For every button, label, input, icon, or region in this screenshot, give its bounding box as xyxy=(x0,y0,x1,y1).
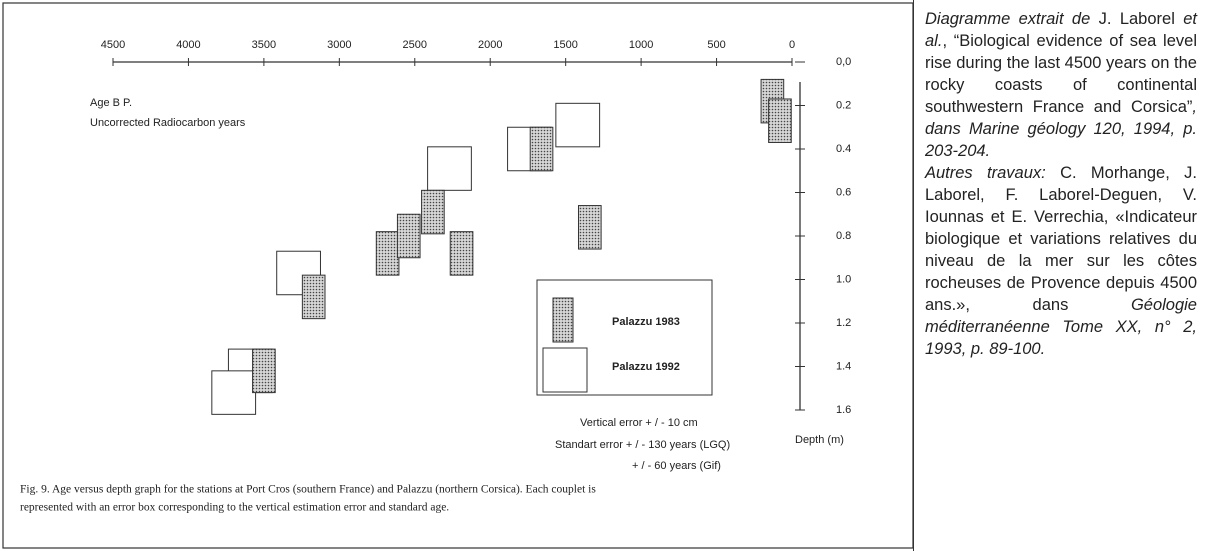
y-tick-label: 0.6 xyxy=(836,186,851,198)
error-box xyxy=(555,102,601,148)
text: J. Laborel xyxy=(1090,10,1184,28)
y-tick-label: 1.4 xyxy=(836,360,851,372)
text: Géologie méditerranéenne Tome XX, n° 2, … xyxy=(925,296,1197,358)
caption: represented with an error box correspond… xyxy=(20,502,449,514)
error-box xyxy=(449,231,474,276)
error-box xyxy=(375,231,400,276)
x-tick-label: 0 xyxy=(789,39,795,51)
y-axis-label: Depth (m) xyxy=(795,434,844,446)
error-box xyxy=(301,274,326,320)
y-tick-label: 0.2 xyxy=(836,99,851,111)
note: + / - 60 years (Gif) xyxy=(632,460,721,472)
x-tick-label: 2000 xyxy=(478,39,502,51)
y-tick-label: 0.4 xyxy=(836,143,851,155)
figure: Age B P. Uncorrected Radiocarbon years D… xyxy=(2,2,914,549)
text: C. Morhange, J. Laborel, F. Laborel-Degu… xyxy=(925,164,1197,314)
sidebar: Diagramme extrait de J. Laborel et al., … xyxy=(925,8,1197,360)
error-box xyxy=(396,213,421,259)
x-tick-label: 2500 xyxy=(403,39,427,51)
x-tick-label: 4000 xyxy=(176,39,200,51)
legend-swatch xyxy=(552,297,574,343)
note: Vertical error + / - 10 cm xyxy=(580,417,698,429)
text: , dans Marine géology 120, 1994, p. 203-… xyxy=(925,98,1197,160)
y-tick-label: 0.8 xyxy=(836,230,851,242)
x-tick-label: 500 xyxy=(707,39,725,51)
error-box xyxy=(529,126,554,172)
x-axis-label-2: Uncorrected Radiocarbon years xyxy=(90,117,246,129)
x-tick-label: 4500 xyxy=(101,39,125,51)
error-box xyxy=(768,98,792,143)
error-box xyxy=(252,348,276,394)
legend-label: Palazzu 1992 xyxy=(612,361,680,373)
x-tick-label: 3500 xyxy=(252,39,276,51)
divider xyxy=(913,0,914,551)
note: Standart error + / - 130 years (LGQ) xyxy=(555,439,730,451)
x-tick-label: 1000 xyxy=(629,39,653,51)
text: et al. xyxy=(925,10,1197,50)
error-box xyxy=(577,205,602,250)
x-tick-label: 1500 xyxy=(553,39,577,51)
caption: Fig. 9. Age versus depth graph for the s… xyxy=(20,484,596,496)
y-tick-label: 1.2 xyxy=(836,317,851,329)
error-box xyxy=(421,189,445,235)
text: , “Biological evidence of sea level rise… xyxy=(925,32,1197,116)
x-axis-label: Age B P. xyxy=(90,97,132,109)
y-tick-label: 1.6 xyxy=(836,404,851,416)
y-tick-label: 1.0 xyxy=(836,273,851,285)
error-box xyxy=(211,370,257,415)
legend-swatch xyxy=(542,347,588,393)
error-box xyxy=(427,146,472,191)
text: Autres travaux: xyxy=(925,164,1046,182)
y-tick-label: 0,0 xyxy=(836,56,851,68)
x-tick-label: 3000 xyxy=(327,39,351,51)
text: Diagramme extrait de xyxy=(925,10,1091,28)
legend-label: Palazzu 1983 xyxy=(612,316,680,328)
